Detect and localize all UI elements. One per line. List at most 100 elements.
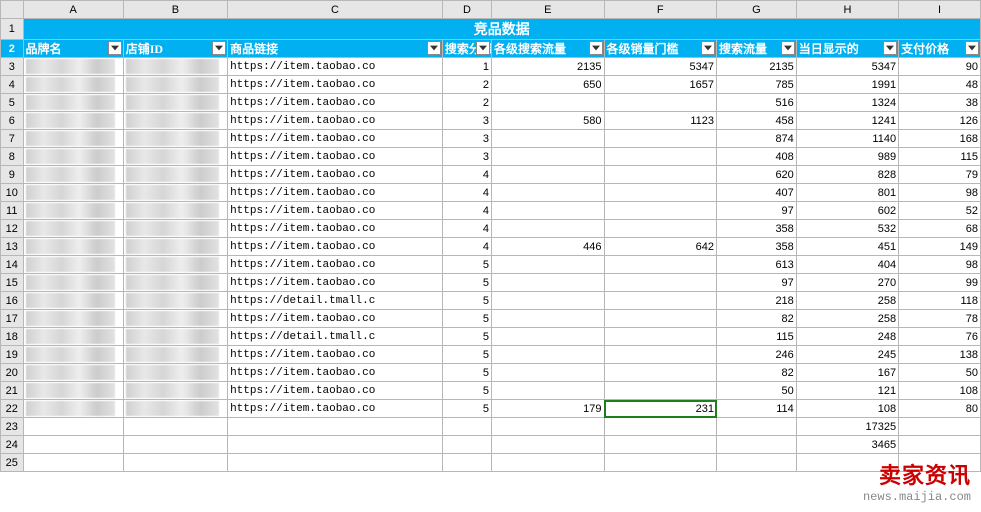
cell-data[interactable]: 5347: [604, 58, 717, 76]
cell-data[interactable]: 5: [442, 310, 491, 328]
cell-data[interactable]: 179: [491, 400, 604, 418]
cell-data[interactable]: [491, 166, 604, 184]
cell-link[interactable]: https://item.taobao.co: [228, 184, 443, 202]
cell-data[interactable]: [491, 220, 604, 238]
cell-data[interactable]: 3: [442, 130, 491, 148]
filter-dropdown-icon[interactable]: [781, 41, 795, 55]
cell-link[interactable]: https://item.taobao.co: [228, 256, 443, 274]
filter-dropdown-icon[interactable]: [701, 41, 715, 55]
cell-empty[interactable]: 17325: [796, 418, 898, 436]
cell-data[interactable]: [604, 292, 717, 310]
cell-shopid[interactable]: [123, 220, 227, 238]
cell-data[interactable]: [491, 346, 604, 364]
cell-shopid[interactable]: [123, 112, 227, 130]
cell-data[interactable]: 126: [899, 112, 981, 130]
column-header[interactable]: 品牌名: [23, 40, 123, 58]
cell-data[interactable]: 4: [442, 202, 491, 220]
cell-brand[interactable]: [23, 328, 123, 346]
cell-shopid[interactable]: [123, 292, 227, 310]
cell-brand[interactable]: [23, 346, 123, 364]
cell-data[interactable]: [604, 166, 717, 184]
cell-data[interactable]: 245: [796, 346, 898, 364]
cell-data[interactable]: [491, 256, 604, 274]
cell-shopid[interactable]: [123, 364, 227, 382]
row-header-23[interactable]: 23: [1, 418, 24, 436]
cell-empty[interactable]: [442, 436, 491, 454]
row-header-11[interactable]: 11: [1, 202, 24, 220]
cell-link[interactable]: https://item.taobao.co: [228, 238, 443, 256]
cell-data[interactable]: 4: [442, 166, 491, 184]
cell-brand[interactable]: [23, 184, 123, 202]
cell-empty[interactable]: [228, 436, 443, 454]
corner-cell[interactable]: [1, 1, 24, 19]
cell-brand[interactable]: [23, 256, 123, 274]
cell-data[interactable]: 1241: [796, 112, 898, 130]
cell-link[interactable]: https://item.taobao.co: [228, 274, 443, 292]
cell-data[interactable]: 5: [442, 292, 491, 310]
cell-data[interactable]: 5: [442, 328, 491, 346]
cell-data[interactable]: [491, 130, 604, 148]
cell-empty[interactable]: [604, 454, 717, 472]
cell-data[interactable]: 407: [717, 184, 797, 202]
cell-shopid[interactable]: [123, 202, 227, 220]
cell-empty[interactable]: [23, 454, 123, 472]
column-header[interactable]: 各级搜索流量: [491, 40, 604, 58]
cell-data[interactable]: 446: [491, 238, 604, 256]
cell-brand[interactable]: [23, 94, 123, 112]
row-header-4[interactable]: 4: [1, 76, 24, 94]
cell-empty[interactable]: 3465: [796, 436, 898, 454]
cell-shopid[interactable]: [123, 76, 227, 94]
cell-link[interactable]: https://item.taobao.co: [228, 310, 443, 328]
row-header-22[interactable]: 22: [1, 400, 24, 418]
cell-link[interactable]: https://detail.tmall.c: [228, 328, 443, 346]
cell-data[interactable]: [604, 130, 717, 148]
cell-data[interactable]: [604, 364, 717, 382]
column-header[interactable]: 各级销量门槛: [604, 40, 717, 58]
cell-data[interactable]: 118: [899, 292, 981, 310]
cell-data[interactable]: 78: [899, 310, 981, 328]
cell-data[interactable]: 404: [796, 256, 898, 274]
cell-empty[interactable]: [717, 436, 797, 454]
col-header-H[interactable]: H: [796, 1, 898, 19]
cell-data[interactable]: 114: [717, 400, 797, 418]
cell-data[interactable]: 3: [442, 148, 491, 166]
cell-shopid[interactable]: [123, 328, 227, 346]
cell-data[interactable]: [604, 184, 717, 202]
cell-empty[interactable]: [899, 436, 981, 454]
cell-data[interactable]: 248: [796, 328, 898, 346]
cell-link[interactable]: https://item.taobao.co: [228, 76, 443, 94]
cell-data[interactable]: 828: [796, 166, 898, 184]
cell-link[interactable]: https://item.taobao.co: [228, 220, 443, 238]
cell-brand[interactable]: [23, 400, 123, 418]
cell-data[interactable]: 5: [442, 364, 491, 382]
cell-data[interactable]: 532: [796, 220, 898, 238]
cell-link[interactable]: https://item.taobao.co: [228, 112, 443, 130]
cell-data[interactable]: [604, 382, 717, 400]
row-header-16[interactable]: 16: [1, 292, 24, 310]
cell-brand[interactable]: [23, 166, 123, 184]
cell-data[interactable]: 5: [442, 256, 491, 274]
cell-empty[interactable]: [491, 418, 604, 436]
filter-dropdown-icon[interactable]: [427, 41, 441, 55]
cell-data[interactable]: 358: [717, 220, 797, 238]
cell-data[interactable]: 138: [899, 346, 981, 364]
filter-dropdown-icon[interactable]: [965, 41, 979, 55]
cell-data[interactable]: 458: [717, 112, 797, 130]
cell-data[interactable]: 115: [717, 328, 797, 346]
cell-data[interactable]: 231: [604, 400, 717, 418]
cell-empty[interactable]: [899, 418, 981, 436]
cell-data[interactable]: 785: [717, 76, 797, 94]
cell-brand[interactable]: [23, 238, 123, 256]
cell-data[interactable]: 80: [899, 400, 981, 418]
cell-data[interactable]: 52: [899, 202, 981, 220]
cell-data[interactable]: [491, 364, 604, 382]
row-header-3[interactable]: 3: [1, 58, 24, 76]
cell-empty[interactable]: [491, 436, 604, 454]
col-header-D[interactable]: D: [442, 1, 491, 19]
cell-data[interactable]: 218: [717, 292, 797, 310]
cell-data[interactable]: 801: [796, 184, 898, 202]
row-header-6[interactable]: 6: [1, 112, 24, 130]
cell-data[interactable]: 4: [442, 184, 491, 202]
cell-data[interactable]: [491, 274, 604, 292]
cell-shopid[interactable]: [123, 166, 227, 184]
